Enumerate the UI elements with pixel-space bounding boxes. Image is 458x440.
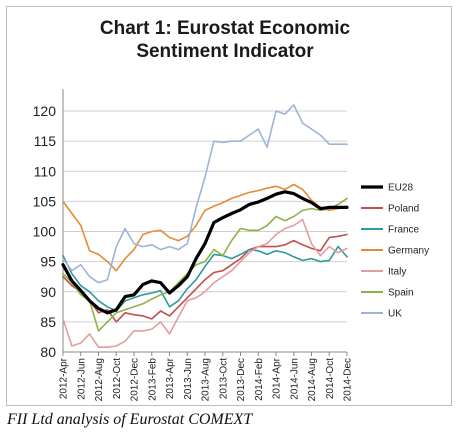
y-tick-label-90: 90	[40, 284, 56, 300]
x-tick-label-2013-Aug: 2013-Aug	[201, 358, 212, 401]
series-line-italy	[62, 218, 348, 349]
x-tick-label-2012-Oct: 2012-Oct	[112, 358, 123, 399]
chart-title-line-1: Chart 1: Eurostat Economic	[100, 18, 351, 39]
legend-label-poland: Poland	[388, 204, 419, 215]
chart-title-line-2: Sentiment Indicator	[136, 41, 314, 62]
y-tick-label-115: 115	[34, 133, 57, 149]
x-tick-label-2014-Oct: 2014-Oct	[325, 358, 336, 399]
legend-label-uk: UK	[388, 309, 402, 320]
y-tick-label-100: 100	[33, 224, 57, 240]
x-tick-label-2012-Apr: 2012-Apr	[59, 357, 70, 399]
x-tick-label-2014-Dec: 2014-Dec	[343, 358, 354, 401]
x-tick-label-2013-Dec: 2013-Dec	[236, 358, 247, 401]
y-tick-label-80: 80	[40, 344, 56, 360]
y-tick-label-110: 110	[34, 163, 57, 179]
series-lines	[61, 104, 349, 349]
line-chart: Chart 1: Eurostat Economic Sentiment Ind…	[33, 18, 429, 401]
x-tick-label-2014-Jun: 2014-Jun	[289, 358, 300, 400]
x-axis-ticks: 2012-Apr 2012-Jun 2012-Aug 2012-Oct 2012-Dec…	[59, 352, 354, 401]
series-line-spain	[62, 197, 348, 332]
y-tick-label-105: 105	[33, 193, 57, 209]
legend: EU28 Poland France Germany Italy Spain UK	[361, 183, 429, 320]
x-tick-label-2013-Feb: 2013-Feb	[147, 358, 158, 401]
legend-label-france: France	[388, 225, 420, 236]
series-line-poland	[62, 233, 348, 323]
series-line-germany	[62, 183, 348, 272]
gridlines	[62, 89, 347, 353]
legend-label-italy: Italy	[388, 267, 406, 278]
y-axis-ticks: 80 85 90 95 100 105 110 115 120	[33, 103, 57, 360]
legend-label-eu28: EU28	[388, 183, 413, 194]
source-caption: FII Ltd analysis of Eurostat COMEXT	[7, 411, 253, 428]
x-tick-label-2014-Aug: 2014-Aug	[307, 358, 318, 401]
legend-label-spain: Spain	[388, 288, 414, 299]
x-tick-label-2012-Dec: 2012-Dec	[130, 358, 141, 401]
series-line-uk	[62, 104, 348, 284]
x-tick-label-2012-Aug: 2012-Aug	[94, 358, 105, 401]
y-tick-label-95: 95	[40, 254, 56, 270]
x-tick-label-2013-Jun: 2013-Jun	[183, 358, 194, 400]
x-tick-label-2012-Jun: 2012-Jun	[76, 358, 87, 400]
legend-label-germany: Germany	[388, 246, 429, 257]
x-tick-label-2013-Apr: 2013-Apr	[165, 357, 176, 399]
y-tick-label-85: 85	[40, 314, 56, 330]
series-line-france	[62, 245, 348, 312]
series-line-eu28	[61, 190, 349, 315]
x-tick-label-2014-Apr: 2014-Apr	[272, 357, 283, 399]
x-tick-label-2014-Feb: 2014-Feb	[254, 358, 265, 401]
chart-frame: Chart 1: Eurostat Economic Sentiment Ind…	[6, 6, 452, 406]
y-tick-label-120: 120	[33, 103, 57, 119]
x-tick-label-2013-Oct: 2013-Oct	[218, 358, 229, 399]
